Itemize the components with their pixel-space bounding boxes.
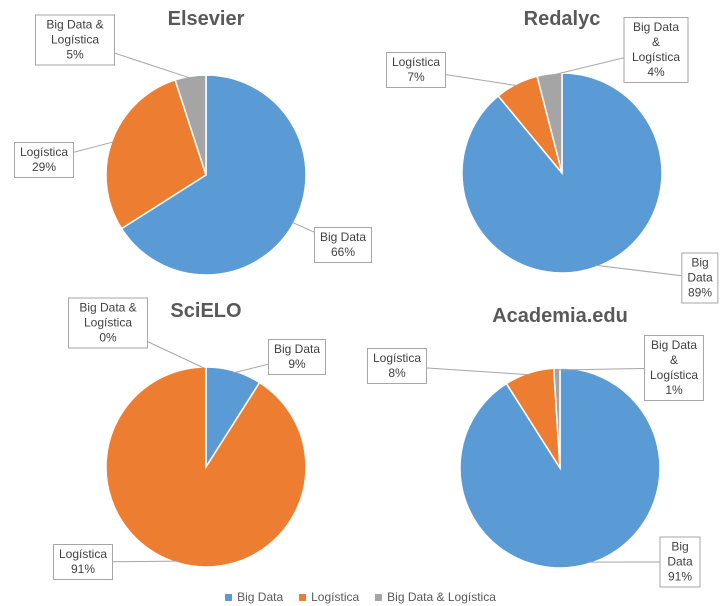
label-category: Big Data & Logística — [631, 20, 681, 64]
chart-title: Academia.edu — [492, 305, 628, 327]
chart-title: Redalyc — [523, 8, 601, 30]
label-value: 91% — [667, 569, 693, 584]
legend: Big Data Logística Big Data & Logística — [0, 590, 721, 604]
label-value: 5% — [66, 47, 84, 62]
label-value: 66% — [330, 245, 356, 259]
legend-label: Logística — [311, 590, 360, 604]
label-value: 9% — [288, 357, 306, 371]
data-label: Big Data 66% — [313, 227, 373, 263]
data-label: Logística 7% — [385, 52, 447, 88]
data-label: Big Data 9% — [267, 339, 327, 375]
label-category: Big Data — [319, 230, 367, 244]
legend-label: Big Data — [237, 590, 284, 604]
legend-item: Big Data & Logística — [375, 590, 496, 604]
legend-label: Big Data & Logística — [387, 590, 496, 604]
data-label: Logística 8% — [366, 348, 428, 384]
pie-slice — [552, 367, 561, 469]
label-value: 8% — [388, 366, 406, 380]
data-label: Logística 29% — [13, 142, 75, 178]
label-value: 0% — [99, 330, 117, 345]
data-label: Logística 91% — [52, 544, 114, 580]
label-value: 1% — [665, 383, 683, 397]
label-category: Big Data & Logística — [46, 17, 104, 47]
label-category: Logística — [372, 351, 422, 365]
label-category: Big Data & Logística — [649, 338, 699, 382]
data-label: Big Data & Logística 0% — [68, 297, 148, 349]
label-category: Big Data & Logística — [79, 300, 137, 330]
label-category: Logística — [19, 145, 69, 159]
data-label: Big Data & Logística 4% — [623, 17, 689, 83]
chart-title: SciELO — [170, 300, 242, 322]
label-value: 89% — [687, 285, 713, 300]
label-value: 7% — [407, 70, 425, 84]
chart-title: Elsevier — [167, 8, 245, 30]
label-category: Big Data — [273, 342, 321, 356]
data-label: Big Data 91% — [659, 536, 701, 588]
label-category: Logística — [58, 547, 108, 561]
label-value: 91% — [70, 562, 96, 576]
label-category: Big Data — [667, 539, 693, 569]
label-value: 29% — [31, 160, 57, 174]
data-label: Big Data 89% — [681, 252, 719, 304]
legend-swatch — [225, 594, 233, 601]
label-value: 4% — [647, 65, 665, 79]
legend-item: Logística — [299, 590, 359, 604]
data-label: Big Data & Logística 1% — [643, 335, 705, 401]
legend-item: Big Data — [225, 590, 283, 604]
label-category: Big Data — [687, 255, 713, 285]
data-label: Big Data & Logística 5% — [35, 14, 115, 66]
label-category: Logística — [391, 55, 441, 69]
pie-slice — [105, 78, 207, 230]
legend-swatch — [299, 594, 307, 601]
legend-swatch — [375, 594, 383, 601]
pie-slice — [174, 74, 207, 176]
